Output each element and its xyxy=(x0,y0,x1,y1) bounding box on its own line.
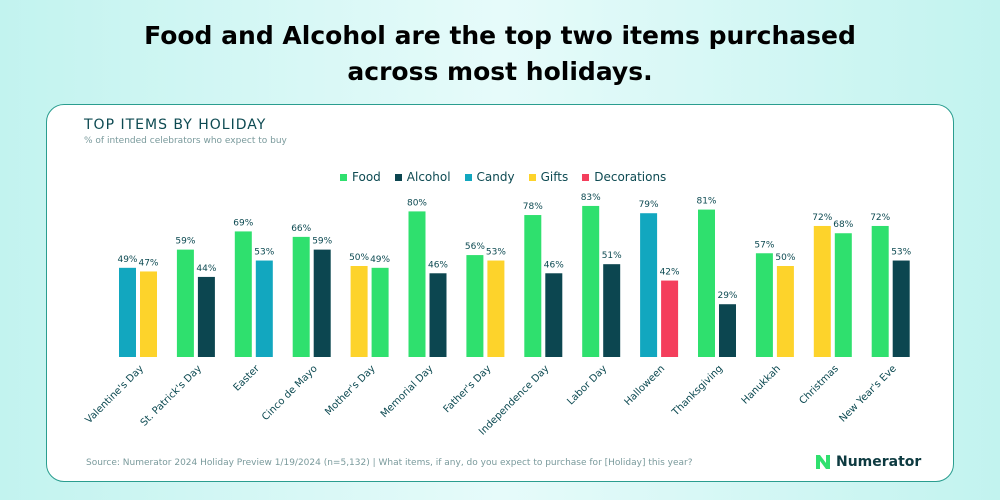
bar-christmas-food xyxy=(834,233,852,357)
headline-line-1: Food and Alcohol are the top two items p… xyxy=(144,21,856,50)
bar-father-s-day-gifts xyxy=(487,260,505,357)
bar-new-year-s-eve-alcohol xyxy=(892,260,910,357)
bar-thanksgiving-food xyxy=(698,209,715,357)
numerator-n-icon xyxy=(816,455,830,469)
bar-independence-day-alcohol xyxy=(545,273,563,357)
legend-item-alcohol: Alcohol xyxy=(394,170,451,184)
data-label: 78% xyxy=(523,202,543,212)
headline: Food and Alcohol are the top two items p… xyxy=(0,18,1000,90)
x-tick-label: Father's Day xyxy=(442,363,494,415)
data-label: 42% xyxy=(660,268,680,278)
data-label: 51% xyxy=(602,251,622,261)
bar-labor-day-alcohol xyxy=(603,264,621,357)
legend-label: Food xyxy=(352,170,381,184)
legend-label: Gifts xyxy=(540,170,569,184)
bar-mother-s-day-gifts xyxy=(350,266,368,357)
bar-cinco-de-mayo-food xyxy=(292,236,310,357)
bar-labor-day-food xyxy=(582,205,600,357)
bar-thanksgiving-alcohol xyxy=(719,304,736,357)
bar-valentine-s-day-gifts xyxy=(140,271,157,357)
bar-easter-candy xyxy=(255,260,273,357)
x-tick-label: Hanukkah xyxy=(740,363,783,406)
bar-halloween-decorations xyxy=(661,280,679,357)
x-tick-label: Easter xyxy=(232,363,263,394)
data-label: 72% xyxy=(870,213,890,223)
bar-valentine-s-day-candy xyxy=(119,267,136,357)
data-label: 59% xyxy=(312,237,332,247)
chart-title: TOP ITEMS BY HOLIDAY xyxy=(84,117,267,133)
bar-easter-food xyxy=(234,231,252,357)
data-label: 72% xyxy=(812,213,832,223)
bar-st-patrick-s-day-alcohol xyxy=(197,276,215,357)
data-label: 80% xyxy=(407,198,427,208)
bar-hanukkah-food xyxy=(755,253,773,357)
data-label: 47% xyxy=(138,258,158,268)
x-tick-label: Memorial Day xyxy=(379,363,436,420)
legend-item-decorations: Decorations xyxy=(582,170,666,184)
brand-name: Numerator xyxy=(836,454,922,470)
data-label: 56% xyxy=(465,242,485,252)
legend-swatch xyxy=(464,173,472,181)
legend-swatch xyxy=(394,173,402,181)
data-label: 53% xyxy=(486,248,506,258)
bar-new-year-s-eve-food xyxy=(871,225,889,357)
x-tick-label: Valentine's Day xyxy=(84,363,147,426)
x-tick-label: Cinco de Mayo xyxy=(260,363,320,423)
legend-label: Candy xyxy=(476,170,515,184)
legend-label: Decorations xyxy=(594,170,667,184)
bar-st-patrick-s-day-food xyxy=(176,249,194,357)
data-label: 46% xyxy=(428,260,448,270)
legend-swatch xyxy=(340,173,347,181)
data-label: 49% xyxy=(370,255,390,265)
data-label: 46% xyxy=(544,260,564,270)
source-note: Source: Numerator 2024 Holiday Preview 1… xyxy=(86,458,693,468)
x-tick-label: Mother's Day xyxy=(323,363,378,418)
x-tick-label: Halloween xyxy=(623,363,668,408)
data-label: 53% xyxy=(891,248,911,258)
legend-swatch xyxy=(582,173,590,181)
legend-label: Alcohol xyxy=(406,170,451,184)
data-label: 50% xyxy=(775,253,795,263)
chart-subtitle: % of intended celebrators who expect to … xyxy=(84,136,287,146)
x-tick-label: Christmas xyxy=(797,363,840,406)
data-label: 44% xyxy=(196,264,216,274)
legend-swatch xyxy=(528,173,536,181)
data-label: 79% xyxy=(639,200,659,210)
bar-hanukkah-gifts xyxy=(776,266,794,357)
bar-mother-s-day-food xyxy=(371,267,389,357)
numerator-logo: Numerator xyxy=(815,454,921,470)
bar-memorial-day-food xyxy=(408,211,426,357)
data-label: 81% xyxy=(696,197,716,207)
data-label: 59% xyxy=(175,237,195,247)
bar-halloween-candy xyxy=(640,213,658,357)
data-label: 49% xyxy=(117,255,137,265)
legend-item-candy: Candy xyxy=(464,170,515,184)
data-label: 69% xyxy=(233,218,253,228)
bar-memorial-day-alcohol xyxy=(429,273,447,357)
legend-item-food: Food xyxy=(340,170,381,184)
data-label: 66% xyxy=(291,224,311,234)
bar-cinco-de-mayo-alcohol xyxy=(313,249,331,357)
legend: Food Alcohol Candy Gifts Decorations xyxy=(340,170,666,184)
legend-item-gifts: Gifts xyxy=(528,170,569,184)
x-tick-label: Labor Day xyxy=(565,363,609,407)
bar-independence-day-food xyxy=(524,215,542,357)
data-label: 50% xyxy=(349,253,369,263)
x-tick-label: New Year's Eve xyxy=(838,363,899,424)
data-label: 57% xyxy=(754,240,774,250)
x-tick-label: St. Patrick's Day xyxy=(139,363,204,428)
bar-father-s-day-food xyxy=(466,255,484,357)
data-label: 29% xyxy=(717,291,737,301)
data-label: 53% xyxy=(254,248,274,258)
headline-line-2: across most holidays. xyxy=(347,57,653,86)
x-tick-label: Thanksgiving xyxy=(670,363,725,418)
data-label: 68% xyxy=(833,220,853,230)
data-label: 83% xyxy=(581,193,601,203)
bar-christmas-gifts xyxy=(813,225,831,357)
